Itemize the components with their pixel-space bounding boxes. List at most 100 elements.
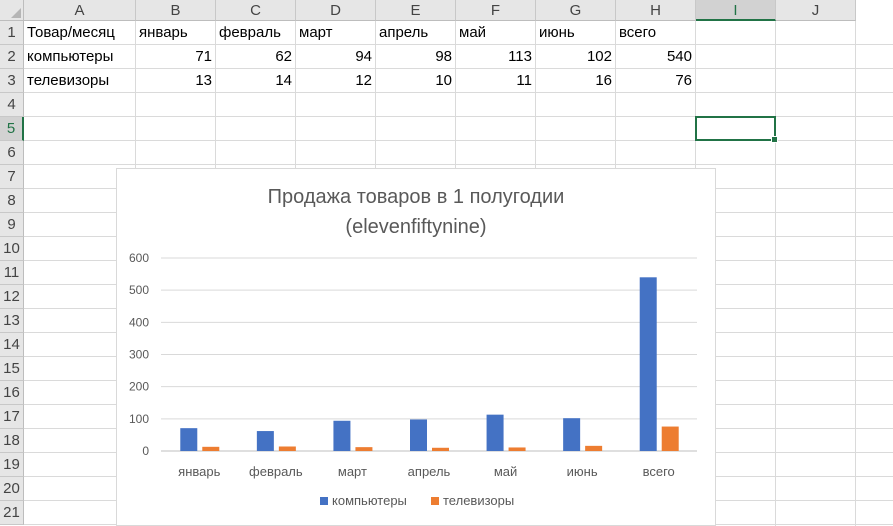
select-all-corner[interactable]	[0, 0, 24, 21]
x-tick-label: февраль	[249, 464, 303, 479]
bar-computers	[256, 431, 274, 451]
bar-televisions	[661, 426, 679, 451]
column-header-G[interactable]: G	[536, 0, 616, 21]
row-header-8[interactable]: 8	[0, 189, 24, 213]
row-header-13[interactable]: 13	[0, 309, 24, 333]
bar-televisions	[278, 446, 296, 451]
row-header-2[interactable]: 2	[0, 45, 24, 69]
y-tick-label: 200	[129, 380, 149, 394]
grid-line	[775, 21, 776, 526]
fill-handle[interactable]	[771, 136, 778, 143]
row-header-11[interactable]: 11	[0, 261, 24, 285]
row-header-18[interactable]: 18	[0, 429, 24, 453]
row-header-19[interactable]: 19	[0, 453, 24, 477]
x-tick-label: май	[494, 464, 517, 479]
column-header-A[interactable]: A	[24, 0, 136, 21]
bar-computers	[563, 418, 581, 451]
bar-computers	[410, 419, 427, 451]
row-header-1[interactable]: 1	[0, 21, 24, 45]
cell-C3[interactable]: 14	[275, 72, 292, 89]
y-tick-label: 100	[129, 412, 149, 426]
cell-D3[interactable]: 12	[355, 72, 372, 89]
row-header-7[interactable]: 7	[0, 165, 24, 189]
legend-swatch	[431, 497, 439, 505]
row-header-16[interactable]: 16	[0, 381, 24, 405]
cell-G3[interactable]: 16	[595, 72, 612, 89]
cell-F2[interactable]: 113	[508, 48, 532, 65]
y-tick-label: 0	[142, 444, 149, 458]
grid-line	[24, 164, 893, 165]
bar-televisions	[432, 447, 449, 451]
cell-E1[interactable]: апрель	[379, 24, 429, 41]
grid-line	[24, 68, 893, 69]
x-tick-label: апрель	[408, 464, 451, 479]
cell-F1[interactable]: май	[459, 24, 487, 41]
row-header-17[interactable]: 17	[0, 405, 24, 429]
chart-title: Продажа товаров в 1 полугодии	[268, 186, 565, 208]
x-tick-label: июнь	[567, 464, 598, 479]
active-cell-cursor[interactable]	[695, 116, 778, 143]
cell-H3[interactable]: 76	[675, 72, 692, 89]
column-header-H[interactable]: H	[616, 0, 696, 21]
chart-title: (elevenfiftynine)	[345, 216, 486, 238]
x-tick-label: всего	[643, 464, 675, 479]
cell-F3[interactable]: 11	[516, 72, 532, 89]
column-header-I[interactable]: I	[696, 0, 776, 21]
cell-G1[interactable]: июнь	[539, 24, 575, 41]
x-tick-label: март	[338, 464, 367, 479]
grid-line	[24, 116, 893, 117]
row-header-21[interactable]: 21	[0, 501, 24, 525]
row-header-12[interactable]: 12	[0, 285, 24, 309]
bar-televisions	[508, 447, 526, 451]
chart-canvas: Продажа товаров в 1 полугодии (elevenfift…	[129, 186, 697, 508]
y-tick-label: 400	[129, 315, 149, 329]
x-tick-label: январь	[178, 464, 220, 479]
row-header-9[interactable]: 9	[0, 213, 24, 237]
row-header-5[interactable]: 5	[0, 117, 24, 141]
cell-A2[interactable]: компьютеры	[27, 48, 114, 65]
cell-D1[interactable]: март	[299, 24, 333, 41]
y-tick-label: 500	[129, 283, 149, 297]
cell-A1[interactable]: Товар/месяц	[27, 24, 115, 41]
row-header-15[interactable]: 15	[0, 357, 24, 381]
row-header-4[interactable]: 4	[0, 93, 24, 117]
cell-E2[interactable]: 98	[435, 48, 452, 65]
column-header-D[interactable]: D	[296, 0, 376, 21]
bar-computers	[333, 420, 351, 451]
embedded-chart[interactable]: Продажа товаров в 1 полугодии (elevenfift…	[116, 168, 716, 526]
column-header-C[interactable]: C	[216, 0, 296, 21]
bar-televisions	[585, 445, 603, 451]
cell-H2[interactable]: 540	[666, 48, 692, 65]
row-header-14[interactable]: 14	[0, 333, 24, 357]
row-header-3[interactable]: 3	[0, 69, 24, 93]
cell-E3[interactable]: 10	[435, 72, 452, 89]
cell-B2[interactable]: 71	[195, 48, 212, 65]
grid-line	[24, 92, 893, 93]
column-header-F[interactable]: F	[456, 0, 536, 21]
cell-C1[interactable]: февраль	[219, 24, 281, 41]
row-header-6[interactable]: 6	[0, 141, 24, 165]
column-header-J[interactable]: J	[776, 0, 856, 21]
y-tick-label: 300	[129, 348, 149, 362]
cell-C2[interactable]: 62	[275, 48, 292, 65]
cell-A3[interactable]: телевизоры	[27, 72, 110, 89]
bar-televisions	[355, 447, 373, 451]
cell-D2[interactable]: 94	[355, 48, 372, 65]
legend-label: телевизоры	[443, 493, 514, 508]
bar-computers	[486, 414, 504, 451]
cell-H1[interactable]: всего	[619, 24, 657, 41]
bar-televisions	[202, 446, 220, 451]
legend-swatch	[320, 497, 328, 505]
bar-computers	[180, 428, 198, 451]
row-header-20[interactable]: 20	[0, 477, 24, 501]
grid-line	[24, 140, 893, 141]
cell-B3[interactable]: 13	[195, 72, 212, 89]
cell-G2[interactable]: 102	[586, 48, 612, 65]
bar-computers	[639, 277, 657, 451]
cell-B1[interactable]: январь	[139, 24, 188, 41]
row-header-10[interactable]: 10	[0, 237, 24, 261]
column-header-B[interactable]: B	[136, 0, 216, 21]
legend-label: компьютеры	[332, 493, 407, 508]
column-header-E[interactable]: E	[376, 0, 456, 21]
